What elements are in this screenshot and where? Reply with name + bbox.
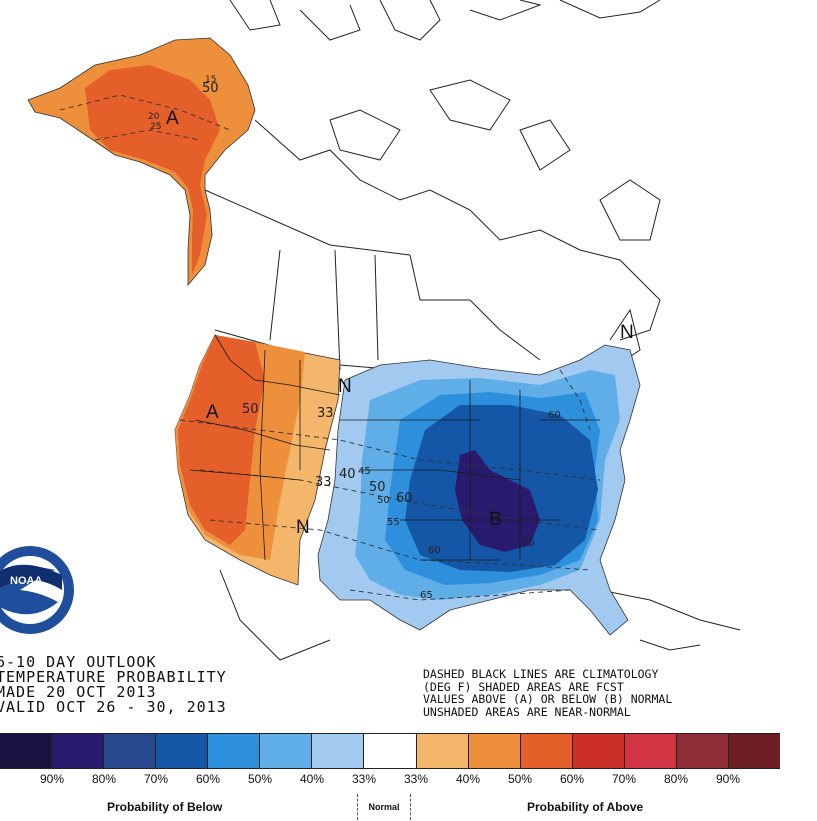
below-label-east: B bbox=[489, 509, 502, 530]
legend-swatch bbox=[312, 734, 365, 768]
normal-label-2: N bbox=[296, 517, 310, 538]
above-label-west: A bbox=[206, 402, 219, 423]
contour-label: 60 bbox=[548, 410, 561, 421]
normal-label-1: N bbox=[338, 376, 352, 397]
contour-label: 65 bbox=[420, 590, 433, 601]
legend-percent-label: 70% bbox=[611, 772, 637, 786]
legend-swatch bbox=[52, 734, 105, 768]
contour-label: 55 bbox=[387, 517, 400, 528]
legend-swatch bbox=[416, 734, 469, 768]
state-outlines bbox=[189, 334, 600, 561]
arctic-outlines bbox=[229, 0, 661, 241]
contour-label: 25 bbox=[150, 122, 161, 132]
contour-label: 33 bbox=[317, 406, 334, 421]
legend-swatch bbox=[572, 734, 625, 768]
legend-swatch bbox=[728, 734, 780, 768]
legend-swatch bbox=[260, 734, 313, 768]
legend-normal-caption: Normal bbox=[368, 802, 400, 812]
noaa-logo-text: NOAA bbox=[10, 575, 42, 587]
outlook-title-line4: VALID OCT 26 - 30, 2013 bbox=[0, 698, 227, 716]
contour-label: 50 bbox=[377, 495, 390, 506]
west-above-core bbox=[178, 335, 265, 545]
legend-color-bar bbox=[0, 733, 780, 769]
outlook-title-line1: 6-10 DAY OUTLOOK bbox=[0, 653, 157, 671]
legend-percent-label: 50% bbox=[247, 772, 273, 786]
legend-percent-label: 33% bbox=[403, 772, 429, 786]
legend-percent-label: 60% bbox=[559, 772, 585, 786]
legend-percent-label: 90% bbox=[715, 772, 741, 786]
contour-label: 60 bbox=[428, 545, 441, 556]
legend-swatch bbox=[676, 734, 729, 768]
contour-label: 40 bbox=[339, 467, 356, 482]
contour-label: 20 bbox=[148, 112, 160, 122]
legend-swatch bbox=[468, 734, 521, 768]
footnote-line4: UNSHADED AREAS ARE NEAR-NORMAL bbox=[423, 704, 631, 719]
normal-label-ne: N bbox=[620, 322, 634, 343]
footnote-line1: DASHED BLACK LINES ARE CLIMATOLOGY bbox=[423, 667, 659, 681]
legend-swatch bbox=[0, 734, 53, 768]
legend-percent-label: 50% bbox=[507, 772, 533, 786]
footnote-line3: VALUES ABOVE (A) OR BELOW (B) NORMAL bbox=[423, 692, 673, 706]
region-labels: A A B N N N bbox=[166, 108, 634, 538]
noaa-logo: NOAA bbox=[0, 540, 80, 640]
legend-below-caption: Probability of Below bbox=[107, 800, 223, 814]
legend-percent-label: 40% bbox=[455, 772, 481, 786]
contour-label: 60 bbox=[396, 491, 413, 506]
footnote-line2: (DEG F) SHADED AREAS ARE FCST bbox=[423, 679, 624, 694]
contour-label: 50 bbox=[242, 402, 259, 417]
legend-swatch bbox=[156, 734, 209, 768]
legend-swatch bbox=[624, 734, 677, 768]
above-label-alaska: A bbox=[166, 108, 179, 129]
contour-label: 50 bbox=[369, 480, 386, 495]
contour-labels: 50 15 20 25 50 33 33 40 45 50 50 60 55 6… bbox=[148, 75, 561, 601]
outlook-title-line3: MADE 20 OCT 2013 bbox=[0, 683, 157, 701]
legend-swatch bbox=[104, 734, 157, 768]
outlook-title-line2: TEMPERATURE PROBABILITY bbox=[0, 668, 227, 686]
map-footnote: DASHED BLACK LINES ARE CLIMATOLOGY (DEG … bbox=[423, 668, 672, 718]
legend-normal-box: Normal bbox=[357, 794, 411, 820]
legend-swatch bbox=[520, 734, 573, 768]
contour-label: 70 bbox=[522, 538, 535, 549]
legend-percent-label: 80% bbox=[91, 772, 117, 786]
legend-percent-label: 80% bbox=[663, 772, 689, 786]
outlook-map: 50 15 20 25 50 33 33 40 45 50 50 60 55 6… bbox=[0, 0, 741, 661]
outlook-title: 6-10 DAY OUTLOOK TEMPERATURE PROBABILITY… bbox=[0, 655, 227, 715]
contour-label: 45 bbox=[358, 466, 371, 477]
alaska-above-inner bbox=[85, 65, 220, 275]
east-below-70 bbox=[455, 450, 540, 552]
contour-label: 33 bbox=[315, 475, 332, 490]
legend-above-caption: Probability of Above bbox=[527, 800, 644, 814]
legend-percent-label: 40% bbox=[299, 772, 325, 786]
contour-label: 15 bbox=[205, 75, 216, 85]
legend-swatch bbox=[208, 734, 261, 768]
legend-percent-label: 90% bbox=[39, 772, 65, 786]
contour-label: 50 bbox=[202, 81, 219, 96]
legend-swatch bbox=[364, 734, 417, 768]
legend-percent-label: 70% bbox=[143, 772, 169, 786]
legend-percent-label: 60% bbox=[195, 772, 221, 786]
legend-percent-label: 33% bbox=[351, 772, 377, 786]
